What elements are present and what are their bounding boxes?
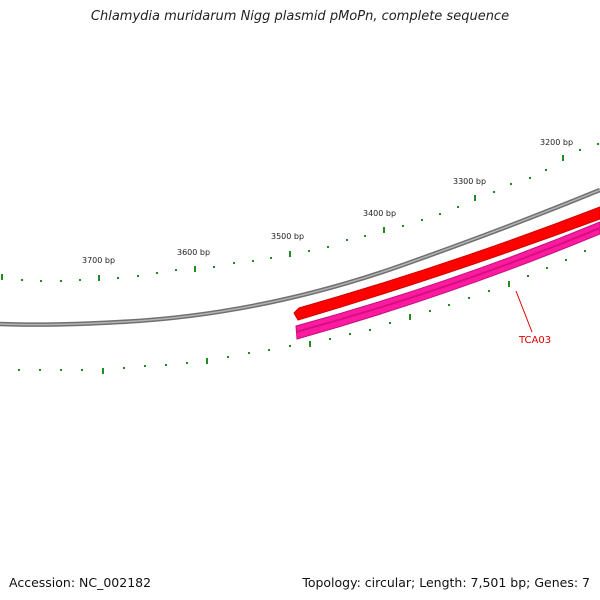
tick-label-3500-bp: 3500 bp	[271, 232, 304, 241]
outer-tick-3	[60, 280, 62, 282]
outer-tick-8	[156, 272, 158, 274]
tick-label-3700-bp: 3700 bp	[82, 256, 115, 265]
inner-tick-17	[369, 329, 371, 331]
outer-tick-15	[289, 251, 291, 257]
inner-tick-1	[39, 369, 41, 371]
outer-tick-2	[40, 280, 42, 282]
inner-tick-12	[268, 349, 270, 351]
inner-tick-21	[448, 304, 450, 306]
outer-tick-27	[510, 183, 512, 185]
outer-tick-23	[439, 213, 441, 215]
scale-tick-labels: 3200 bp 3300 bp 3400 bp 3500 bp 3600 bp 3700 …	[82, 138, 573, 265]
outer-tick-5	[98, 275, 100, 281]
outer-tick-25	[474, 195, 476, 201]
outer-tick-1	[21, 279, 23, 281]
inner-tick-20	[429, 310, 431, 312]
inner-tick-9	[206, 358, 208, 364]
inner-tick-18	[389, 322, 391, 324]
inner-tick-14	[309, 341, 311, 347]
inner-tick-7	[165, 364, 167, 366]
plasmid-backbone-highlight	[0, 189, 600, 326]
outer-tick-4	[79, 279, 81, 281]
inner-tick-3	[81, 369, 83, 371]
outer-tick-10	[194, 266, 196, 272]
outer-tick-30	[562, 155, 564, 161]
inner-tick-25	[527, 275, 529, 277]
outer-tick-12	[233, 262, 235, 264]
outer-tick-17	[327, 246, 329, 248]
tick-label-3600-bp: 3600 bp	[177, 248, 210, 257]
inner-tick-16	[349, 333, 351, 335]
outer-tick-19	[364, 235, 366, 237]
tick-label-3400-bp: 3400 bp	[363, 209, 396, 218]
outer-tick-11	[213, 266, 215, 268]
inner-tick-2	[60, 369, 62, 371]
reverse-feature	[295, 221, 600, 340]
inner-tick-26	[546, 267, 548, 269]
inner-tick-27	[565, 259, 567, 261]
inner-tick-28	[584, 250, 586, 252]
feature-callout-line	[515, 290, 533, 333]
map-title: Chlamydia muridarum Nigg plasmid pMoPn, …	[90, 9, 510, 24]
outer-tick-9	[175, 269, 177, 271]
inner-tick-11	[248, 352, 250, 354]
outer-tick-28	[529, 177, 531, 179]
scale-ticks	[1, 143, 599, 374]
outer-tick-6	[117, 277, 119, 279]
inner-tick-19	[409, 314, 411, 320]
inner-tick-4	[102, 368, 104, 374]
inner-tick-6	[144, 365, 146, 367]
tick-label-3200-bp: 3200 bp	[540, 138, 573, 147]
outer-tick-18	[346, 239, 348, 241]
inner-tick-10	[227, 356, 229, 358]
outer-tick-0	[1, 274, 3, 280]
outer-tick-24	[457, 206, 459, 208]
outer-tick-22	[421, 219, 423, 221]
inner-tick-15	[329, 338, 331, 340]
outer-tick-29	[545, 169, 547, 171]
outer-tick-13	[252, 260, 254, 262]
outer-tick-16	[308, 250, 310, 252]
inner-tick-8	[186, 362, 188, 364]
outer-tick-26	[493, 191, 495, 193]
footer-accession: Accession: NC_002182	[9, 575, 152, 590]
outer-tick-14	[270, 257, 272, 259]
outer-tick-21	[402, 225, 404, 227]
inner-tick-23	[488, 290, 490, 292]
inner-tick-24	[508, 281, 510, 287]
footer-topology: Topology: circular; Length: 7,501 bp; Ge…	[302, 575, 590, 590]
tick-label-3300-bp: 3300 bp	[453, 177, 486, 186]
reverse-feature-shade	[295, 227, 600, 333]
inner-tick-5	[123, 367, 125, 369]
forward-feature	[293, 206, 600, 321]
inner-tick-22	[468, 297, 470, 299]
inner-tick-13	[289, 345, 291, 347]
outer-tick-20	[383, 227, 385, 233]
outer-tick-31	[579, 149, 581, 151]
inner-tick-0	[18, 369, 20, 371]
outer-tick-7	[137, 275, 139, 277]
outer-tick-32	[597, 143, 599, 145]
feature-label-tca03[interactable]: TCA03	[518, 335, 551, 346]
